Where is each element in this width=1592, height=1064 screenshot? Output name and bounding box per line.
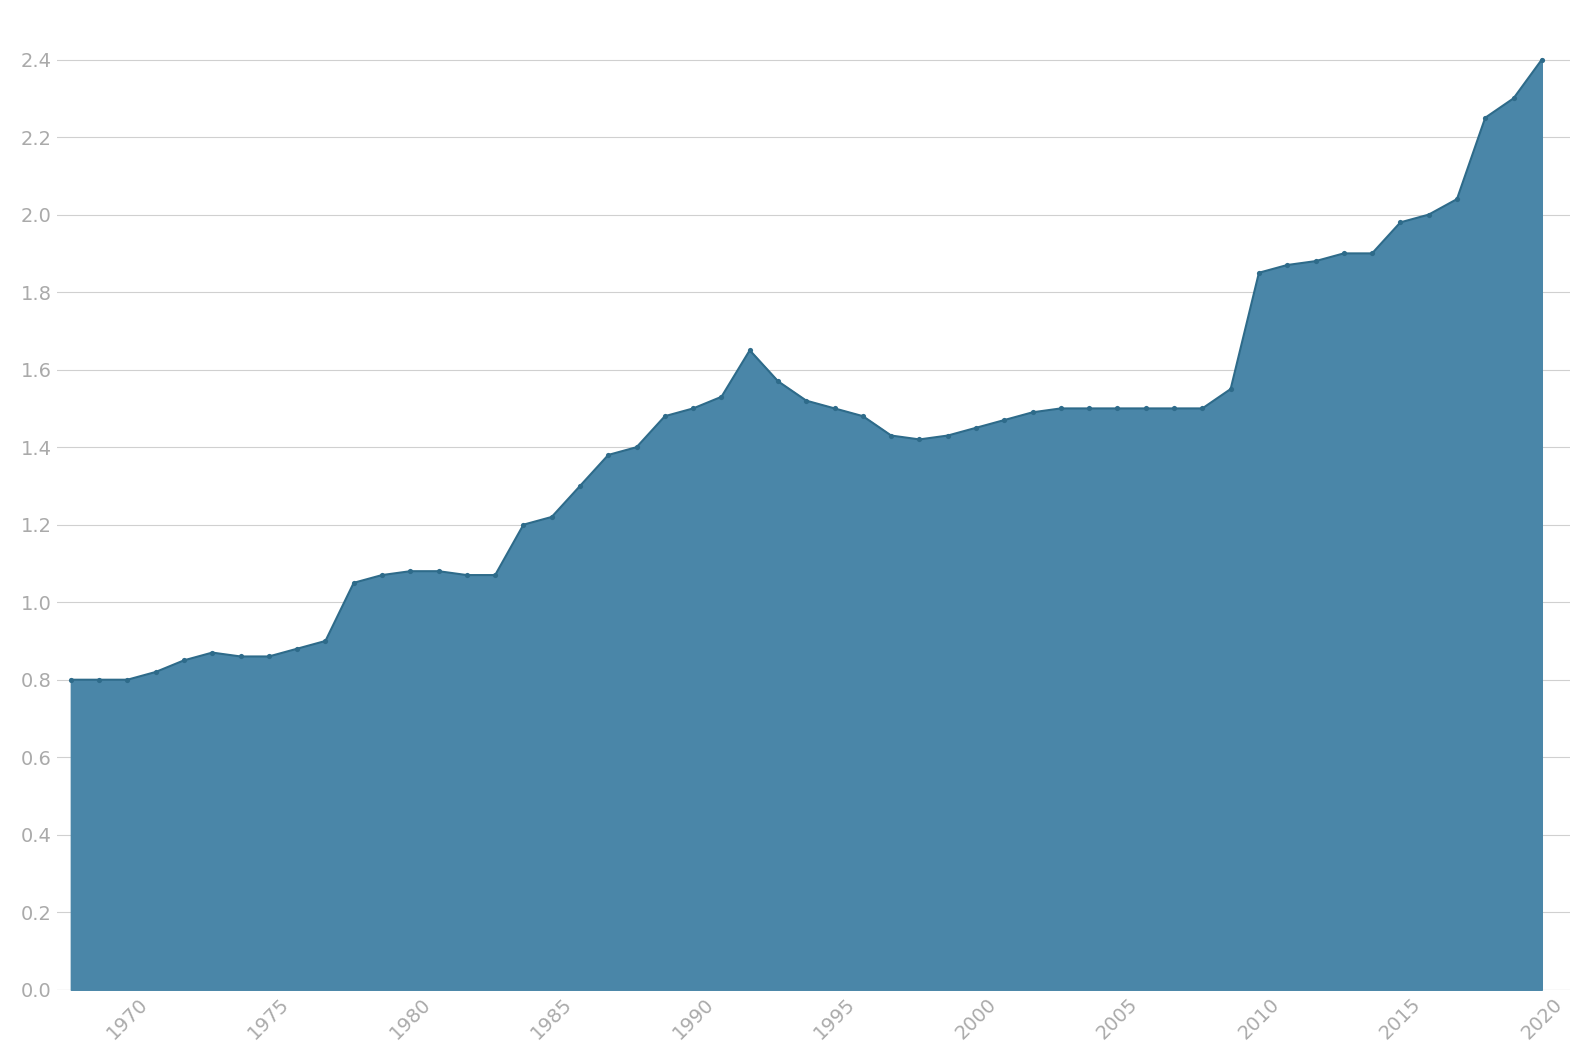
Point xyxy=(850,408,876,425)
Point xyxy=(653,408,678,425)
Point xyxy=(369,566,395,583)
Point xyxy=(1473,110,1498,127)
Point xyxy=(425,563,451,580)
Point xyxy=(793,393,818,410)
Point xyxy=(821,400,847,417)
Point xyxy=(567,478,592,495)
Point xyxy=(115,671,140,688)
Point xyxy=(285,641,310,658)
Point xyxy=(1415,206,1441,223)
Point xyxy=(398,563,423,580)
Point xyxy=(907,431,933,448)
Point xyxy=(624,438,650,455)
Point xyxy=(1360,245,1385,262)
Point xyxy=(992,412,1017,429)
Point xyxy=(540,509,565,526)
Point xyxy=(680,400,705,417)
Point xyxy=(935,427,960,444)
Point xyxy=(1020,403,1046,420)
Point xyxy=(879,427,904,444)
Point xyxy=(595,447,621,464)
Point xyxy=(1189,400,1215,417)
Point xyxy=(1218,381,1243,398)
Point xyxy=(57,671,83,688)
Point xyxy=(1302,252,1328,269)
Point xyxy=(1275,256,1301,273)
Point xyxy=(1331,245,1356,262)
Point xyxy=(341,575,366,592)
Point xyxy=(256,648,282,665)
Point xyxy=(1247,264,1272,281)
Point xyxy=(708,388,734,405)
Point xyxy=(1161,400,1186,417)
Point xyxy=(1501,89,1527,106)
Point xyxy=(511,516,537,533)
Point xyxy=(1105,400,1130,417)
Point xyxy=(454,566,479,583)
Point xyxy=(228,648,253,665)
Point xyxy=(766,372,791,389)
Point xyxy=(1048,400,1073,417)
Point xyxy=(1444,190,1469,207)
Point xyxy=(143,664,169,681)
Point xyxy=(199,644,224,661)
Point xyxy=(737,342,763,359)
Point xyxy=(482,566,508,583)
Point xyxy=(1388,214,1414,231)
Point xyxy=(172,652,197,669)
Point xyxy=(963,419,989,436)
Point xyxy=(312,632,338,649)
Point xyxy=(86,671,111,688)
Point xyxy=(1076,400,1102,417)
Point xyxy=(1134,400,1159,417)
Point xyxy=(1528,51,1554,68)
